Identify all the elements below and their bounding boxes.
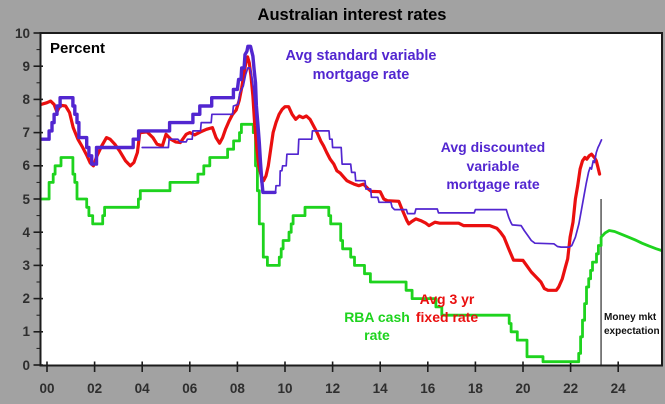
label-money-mkt-expectation: Money mkt expectation (604, 312, 660, 337)
label-avg-standard-variable: Avg standard variable mortgage rate (285, 48, 437, 83)
x-tick-label: 00 (39, 381, 55, 396)
x-tick-label: 08 (229, 381, 245, 396)
x-tick-label: 24 (610, 381, 626, 396)
y-tick-label: 5 (22, 191, 30, 207)
plot-area (40, 33, 662, 366)
x-tick-label: 12 (325, 381, 341, 396)
x-tick-label: 04 (134, 381, 150, 396)
chart-title: Australian interest rates (257, 6, 447, 24)
x-tick-label: 06 (182, 381, 198, 396)
label-avg-discounted-variable: Avg discounted variable mortgage rate (440, 139, 546, 192)
x-tick-label: 10 (277, 381, 293, 396)
y-tick-label: 8 (22, 91, 30, 107)
y-tick-label: 10 (14, 25, 30, 41)
series-line-avg-standard-variable-mortgage-rate (40, 44, 277, 195)
x-tick-label: 16 (420, 381, 436, 396)
x-tick-label: 22 (563, 381, 579, 396)
y-tick-label: 1 (22, 324, 30, 340)
x-tick-label: 20 (515, 381, 531, 396)
series-line-avg-3-yr-fixed-rate (40, 55, 602, 292)
x-tick-label: 02 (87, 381, 103, 396)
series-line-avg-discounted-variable-mortgage-rate (141, 67, 603, 248)
y-tick-label: 9 (22, 58, 30, 74)
y-tick-label: 6 (22, 158, 30, 174)
y-axis-title: Percent (50, 40, 106, 57)
plot-frame (39, 32, 663, 367)
y-tick-label: 3 (22, 257, 30, 273)
y-tick-label: 7 (22, 125, 30, 141)
series-line-rba-cash-rate (40, 122, 662, 364)
y-tick-label: 2 (22, 291, 30, 307)
y-tick-label: 0 (22, 357, 30, 373)
label-rba-cash-rate: RBA cash rate (344, 309, 410, 343)
x-tick-label: 14 (372, 381, 388, 396)
x-tick-label: 18 (467, 381, 483, 396)
y-tick-label: 4 (22, 224, 30, 240)
label-avg-3yr-fixed: Avg 3 yr fixed rate (415, 291, 479, 325)
